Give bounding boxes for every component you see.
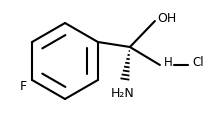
Text: F: F xyxy=(20,80,27,92)
Text: H₂N: H₂N xyxy=(111,87,135,100)
Text: H: H xyxy=(164,56,172,70)
Text: Cl: Cl xyxy=(192,56,204,70)
Text: OH: OH xyxy=(157,12,176,24)
